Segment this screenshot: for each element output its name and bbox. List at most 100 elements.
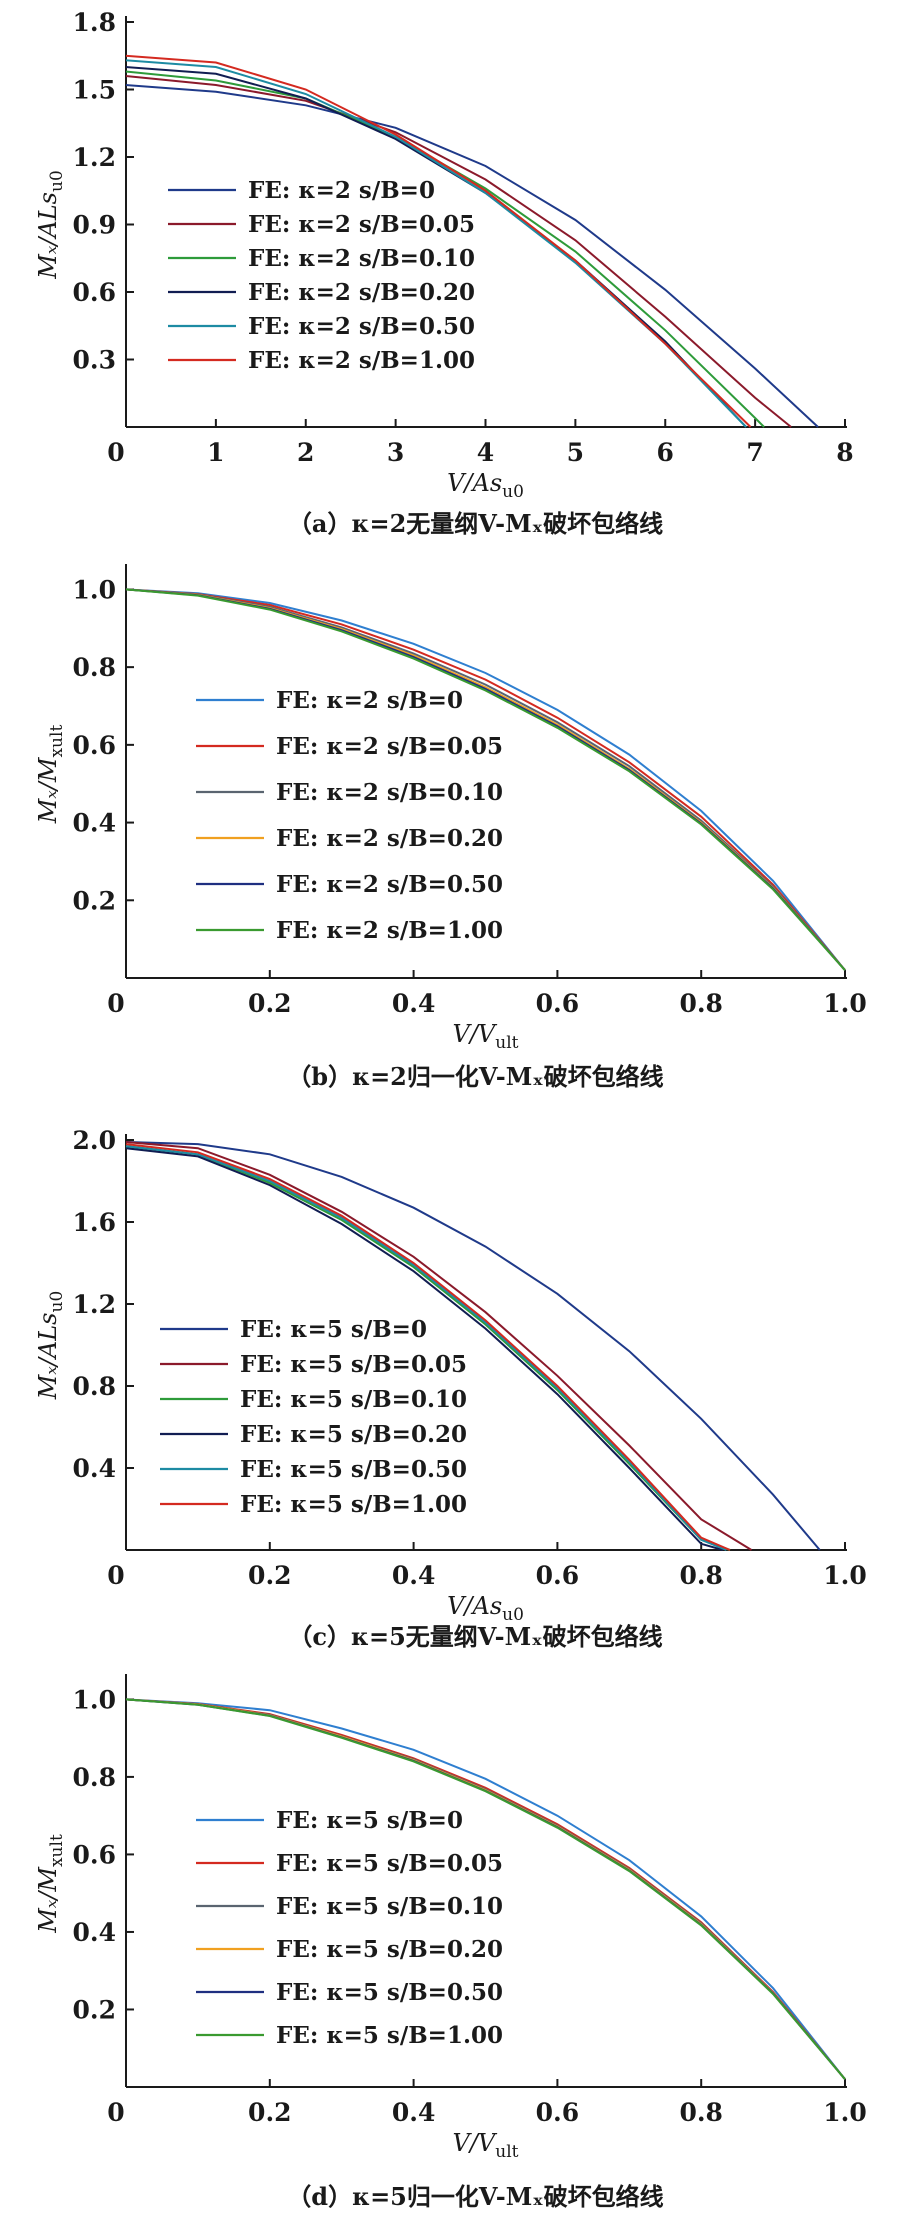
series-line-1 [125, 588, 846, 971]
legend: FE: κ=5 s/B=0 FE: κ=5 s/B=0.05 FE: κ=5 s/B… [160, 1316, 467, 1518]
y-tick-label: 0.4 [73, 1454, 117, 1483]
x-tick-label: 1.0 [823, 1561, 867, 1590]
x-tick-label: 0 [107, 2098, 124, 2127]
x-tick-label: 0.6 [536, 2098, 580, 2127]
legend: FE: κ=2 s/B=0 FE: κ=2 s/B=0.05 FE: κ=2 s/B… [168, 177, 475, 374]
chart-panel-2: 0 0.2 0.4 0.6 0.8 1.0 0.2 0.4 0.6 0.8 1.0 V/Vult Mₓ/… [34, 564, 867, 1091]
legend-label: FE: κ=2 s/B=0.50 [248, 313, 475, 340]
y-tick-label: 0.8 [73, 653, 117, 682]
series-line-4 [125, 1147, 724, 1551]
x-tick-label: 0.4 [392, 2098, 436, 2127]
legend-label: FE: κ=5 s/B=1.00 [276, 2022, 503, 2049]
legend-label: FE: κ=5 s/B=0.50 [240, 1456, 467, 1483]
x-tick-label: 0 [107, 989, 124, 1018]
legend-label: FE: κ=5 s/B=0 [276, 1807, 463, 1834]
series-line-6 [125, 1143, 731, 1551]
legend-label: FE: κ=5 s/B=1.00 [240, 1491, 467, 1518]
x-tick-label: 0.8 [679, 1561, 723, 1590]
series-line-2 [125, 1141, 753, 1551]
chart-panel-4: 0 0.2 0.4 0.6 0.8 1.0 0.2 0.4 0.6 0.8 1.0 V/Vult Mₓ/… [34, 1674, 867, 2211]
y-tick-label: 0.6 [73, 731, 117, 760]
y-tick-label: 0.3 [73, 346, 117, 375]
x-tick-label: 0.4 [392, 989, 436, 1018]
series-line-5 [125, 1145, 727, 1551]
legend-label: FE: κ=2 s/B=0.05 [248, 211, 475, 238]
y-axis-label: Mₓ/ALsu0 [34, 1291, 67, 1401]
y-axis-label: Mₓ/Mxult [34, 725, 67, 825]
y-tick-label: 0.9 [73, 211, 117, 240]
series-line-1 [125, 84, 819, 428]
legend-label: FE: κ=5 s/B=0.20 [240, 1421, 467, 1448]
series-line-6 [125, 1698, 846, 2080]
figure-caption: （b）κ=2归一化V-Mₓ破坏包络线 [287, 1062, 663, 1091]
x-tick-label: 0.4 [392, 1561, 436, 1590]
legend-label: FE: κ=5 s/B=0.50 [276, 1979, 503, 2006]
series-line-2 [125, 75, 792, 428]
x-tick-label: 0.2 [248, 989, 292, 1018]
x-tick-label: 0.6 [536, 989, 580, 1018]
x-tick-label: 0.2 [248, 2098, 292, 2127]
y-tick-label: 0.2 [73, 1995, 117, 2024]
legend-label: FE: κ=5 s/B=0.20 [276, 1936, 503, 1963]
legend-label: FE: κ=5 s/B=0.10 [240, 1386, 467, 1413]
x-tick-label: 0.8 [679, 989, 723, 1018]
y-tick-label: 0.4 [73, 1918, 117, 1947]
x-tick-label: 7 [746, 438, 763, 467]
x-tick-label: 8 [836, 438, 853, 467]
chart-panel-1: 0 1 2 3 4 5 6 7 8 0.3 0.6 0.9 1.2 1.5 1.8 V/Asu0 Mₓ/ALsu… [34, 8, 854, 538]
y-tick-label: 1.0 [73, 1685, 117, 1714]
legend-label: FE: κ=2 s/B=0 [276, 687, 463, 714]
y-tick-label: 1.6 [73, 1208, 117, 1237]
x-axis-label: V/Vult [453, 2129, 519, 2162]
y-tick-label: 1.2 [73, 143, 117, 172]
legend-label: FE: κ=5 s/B=0 [240, 1316, 427, 1343]
legend-label: FE: κ=2 s/B=0.10 [248, 245, 475, 272]
y-tick-label: 0.6 [73, 278, 117, 307]
series-line-6 [125, 588, 846, 971]
legend-label: FE: κ=5 s/B=0.05 [276, 1850, 503, 1877]
x-tick-label: 5 [567, 438, 584, 467]
x-tick-label: 1.0 [823, 2098, 867, 2127]
legend-label: FE: κ=5 s/B=0.05 [240, 1351, 467, 1378]
legend-label: FE: κ=2 s/B=0.20 [276, 825, 503, 852]
series-line-3 [125, 1145, 731, 1551]
legend-label: FE: κ=2 s/B=0.20 [248, 279, 475, 306]
x-tick-label: 2 [297, 438, 314, 467]
legend-label: FE: κ=2 s/B=1.00 [276, 917, 503, 944]
x-tick-label: 1.0 [823, 989, 867, 1018]
legend-label: FE: κ=5 s/B=0.10 [276, 1893, 503, 1920]
series-line-2 [125, 588, 846, 971]
legend-label: FE: κ=2 s/B=0.50 [276, 871, 503, 898]
chart-panel-3: 0 0.2 0.4 0.6 0.8 1.0 0.4 0.8 1.2 1.6 2.0 V/Asu0 Mₓ/… [34, 1126, 867, 1651]
figure-caption: （c）κ=5无量纲V-Mₓ破坏包络线 [288, 1622, 662, 1651]
x-tick-label: 6 [657, 438, 674, 467]
y-axis-label: Mₓ/ALsu0 [34, 170, 67, 280]
series-line-6 [125, 54, 752, 428]
x-tick-label: 0 [107, 1561, 124, 1590]
y-tick-label: 2.0 [73, 1126, 117, 1155]
figure-caption: （d）κ=5归一化V-Mₓ破坏包络线 [287, 2182, 663, 2211]
x-axis-label: V/Asu0 [447, 469, 524, 502]
legend-label: FE: κ=2 s/B=0.10 [276, 779, 503, 806]
y-tick-label: 0.8 [73, 1372, 117, 1401]
legend-label: FE: κ=2 s/B=0.05 [276, 733, 503, 760]
x-axis-label: V/Asu0 [447, 1592, 524, 1625]
x-tick-label: 3 [387, 438, 404, 467]
y-tick-label: 0.8 [73, 1763, 117, 1792]
legend-label: FE: κ=2 s/B=1.00 [248, 347, 475, 374]
legend-label: FE: κ=2 s/B=0 [248, 177, 435, 204]
y-tick-label: 0.4 [73, 809, 117, 838]
x-axis-label: V/Vult [453, 1020, 519, 1053]
y-tick-label: 1.0 [73, 575, 117, 604]
y-tick-label: 1.2 [73, 1290, 117, 1319]
series-line-1 [125, 1141, 821, 1551]
series-line-3 [125, 70, 765, 428]
legend: FE: κ=5 s/B=0 FE: κ=5 s/B=0.05 FE: κ=5 s/B… [196, 1807, 503, 2049]
x-tick-label: 0.8 [679, 2098, 723, 2127]
x-tick-label: 0.6 [536, 1561, 580, 1590]
x-tick-label: 1 [207, 438, 224, 467]
x-tick-label: 4 [477, 438, 494, 467]
x-tick-label: 0 [107, 438, 124, 467]
y-tick-label: 0.2 [73, 886, 117, 915]
